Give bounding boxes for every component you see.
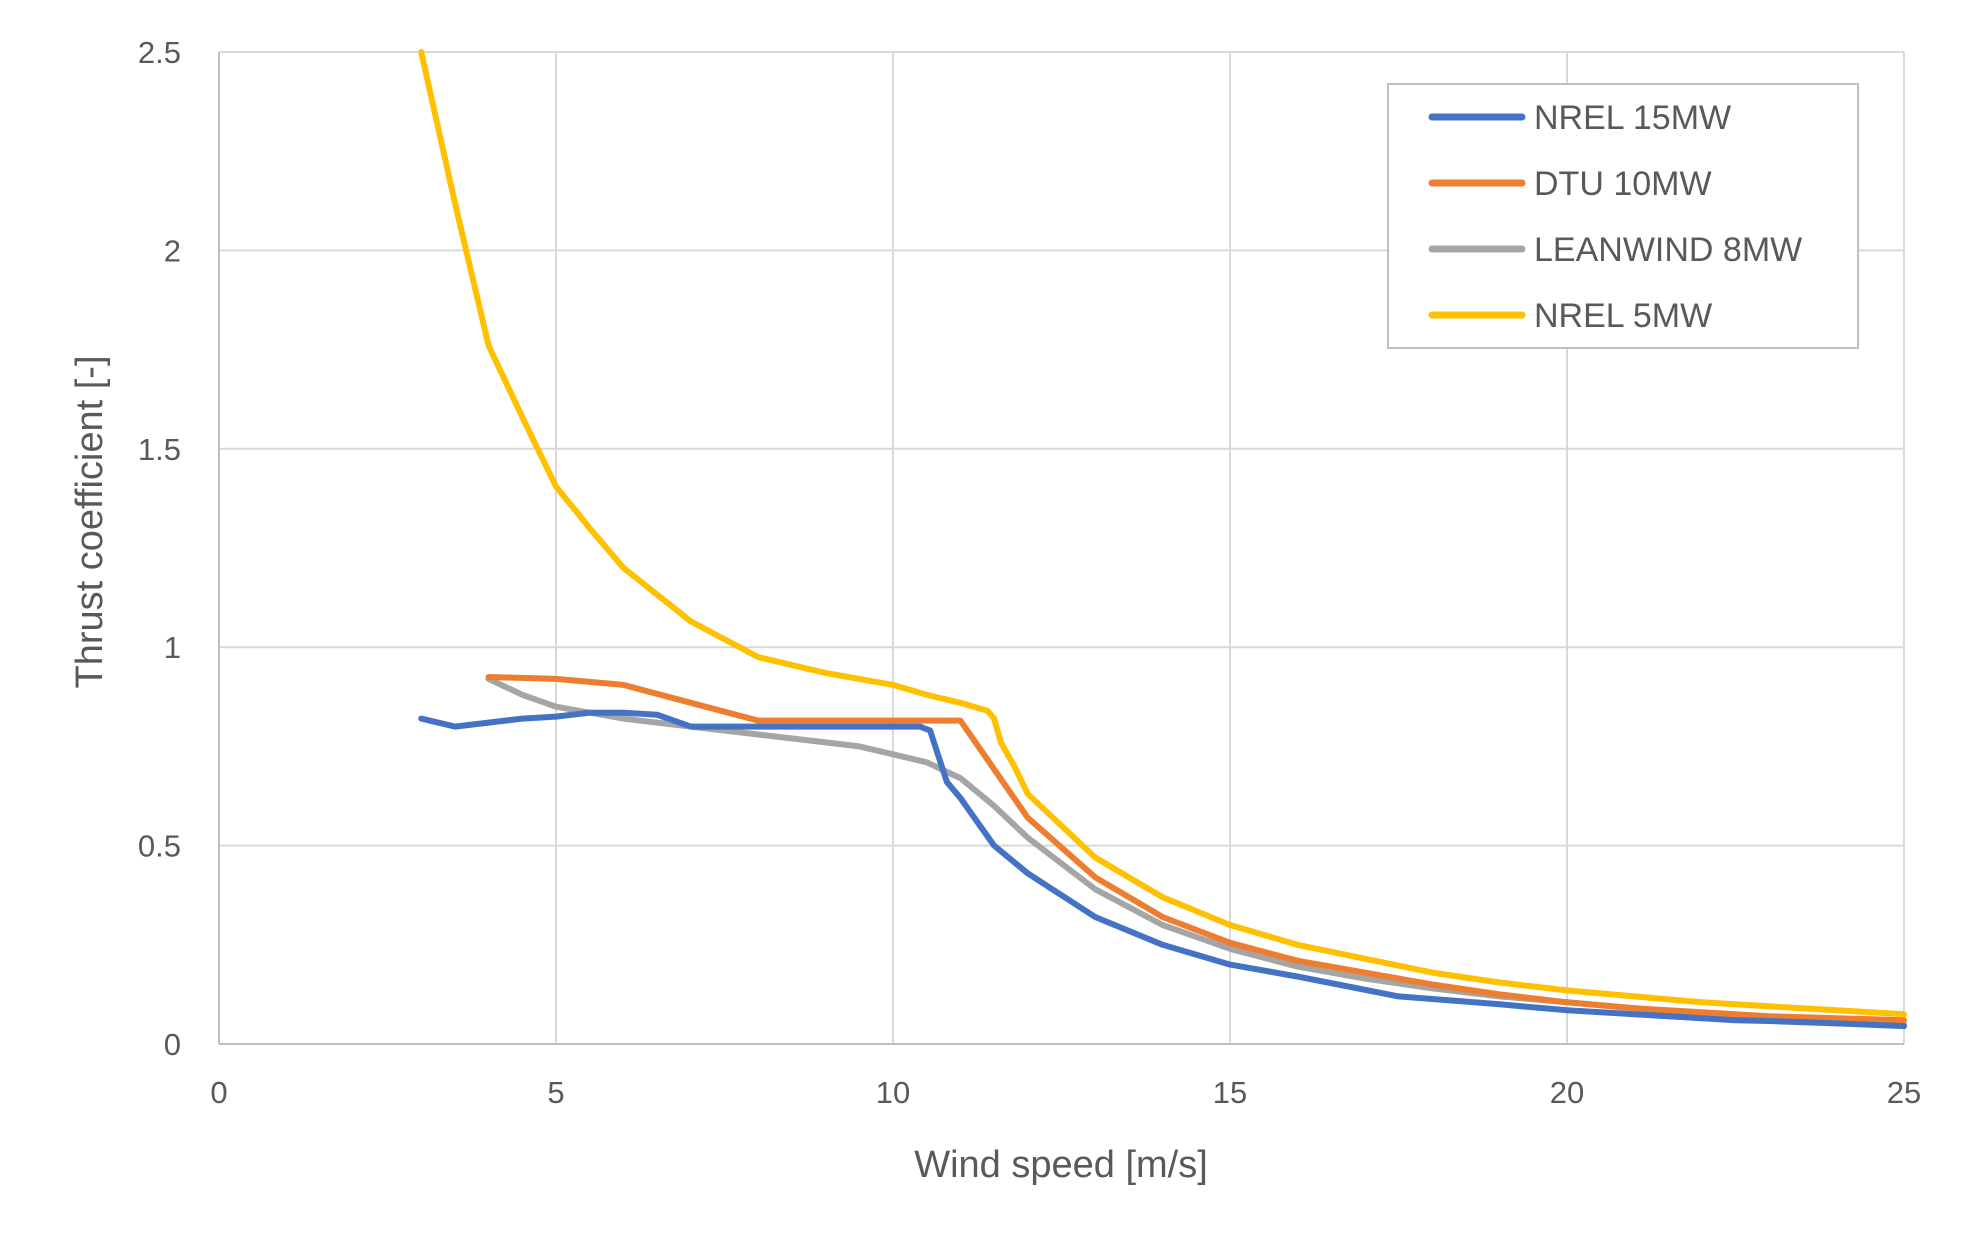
x-axis-title: Wind speed [m/s] bbox=[914, 1144, 1208, 1186]
x-tick-label: 10 bbox=[876, 1075, 910, 1110]
y-axis-title: Thrust coefficient [-] bbox=[69, 356, 111, 689]
legend-label-nrel-15mw: NREL 15MW bbox=[1534, 99, 1731, 137]
legend-label-dtu-10mw: DTU 10MW bbox=[1534, 165, 1712, 203]
x-tick-label: 15 bbox=[1213, 1075, 1247, 1110]
x-tick-label: 20 bbox=[1550, 1075, 1584, 1110]
x-tick-label: 5 bbox=[547, 1075, 564, 1110]
grid bbox=[219, 51, 1905, 1044]
y-tick-label: 0.5 bbox=[138, 829, 181, 864]
series-line-nrel-15mw bbox=[418, 709, 1907, 1030]
series-lines bbox=[418, 49, 1907, 1030]
y-tick-label: 2 bbox=[164, 233, 181, 268]
legend-box bbox=[1387, 83, 1859, 349]
legend: NREL 15MW DTU 10MW LEANWIND 8MW NREL 5MW bbox=[1387, 83, 1859, 349]
y-tick-label: 0 bbox=[164, 1027, 181, 1062]
legend-label-leanwind-8mw: LEANWIND 8MW bbox=[1534, 231, 1802, 269]
x-tick-label: 25 bbox=[1887, 1075, 1921, 1110]
series-line-leanwind-8mw bbox=[485, 675, 1907, 1028]
legend-label-nrel-5mw: NREL 5MW bbox=[1534, 297, 1712, 335]
series-line-nrel-5mw bbox=[418, 49, 1907, 1018]
tick-labels: 0 0.5 1 1.5 2 2.5 0 5 10 15 20 25 bbox=[138, 35, 1921, 1110]
y-tick-label: 2.5 bbox=[138, 35, 181, 70]
series-line-dtu-10mw bbox=[485, 674, 1907, 1024]
y-tick-label: 1 bbox=[164, 630, 181, 665]
axes bbox=[218, 52, 1904, 1045]
y-tick-label: 1.5 bbox=[138, 432, 181, 467]
x-tick-label: 0 bbox=[210, 1075, 227, 1110]
